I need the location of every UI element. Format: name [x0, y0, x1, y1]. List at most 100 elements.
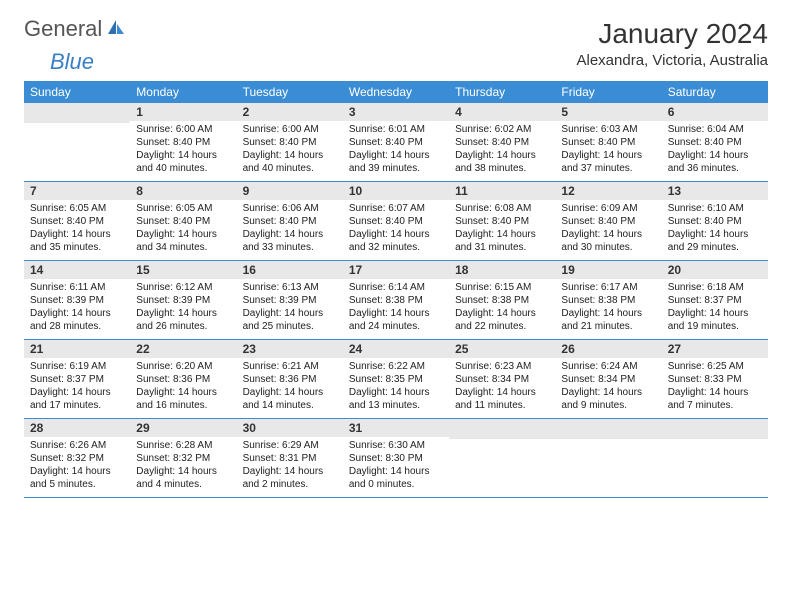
- day-body: Sunrise: 6:29 AMSunset: 8:31 PMDaylight:…: [237, 437, 343, 497]
- week-row: 21Sunrise: 6:19 AMSunset: 8:37 PMDayligh…: [24, 340, 768, 419]
- day-cell: 22Sunrise: 6:20 AMSunset: 8:36 PMDayligh…: [130, 340, 236, 418]
- daylight-text-2: and 14 minutes.: [243, 399, 337, 412]
- day-body: Sunrise: 6:07 AMSunset: 8:40 PMDaylight:…: [343, 200, 449, 260]
- day-cell: 27Sunrise: 6:25 AMSunset: 8:33 PMDayligh…: [662, 340, 768, 418]
- daylight-text-1: Daylight: 14 hours: [243, 228, 337, 241]
- daylight-text-1: Daylight: 14 hours: [455, 386, 549, 399]
- daylight-text-1: Daylight: 14 hours: [243, 465, 337, 478]
- day-cell: 23Sunrise: 6:21 AMSunset: 8:36 PMDayligh…: [237, 340, 343, 418]
- sunset-text: Sunset: 8:40 PM: [349, 215, 443, 228]
- day-body: Sunrise: 6:14 AMSunset: 8:38 PMDaylight:…: [343, 279, 449, 339]
- day-cell: 26Sunrise: 6:24 AMSunset: 8:34 PMDayligh…: [555, 340, 661, 418]
- daylight-text-2: and 7 minutes.: [668, 399, 762, 412]
- day-body: Sunrise: 6:08 AMSunset: 8:40 PMDaylight:…: [449, 200, 555, 260]
- day-cell: 2Sunrise: 6:00 AMSunset: 8:40 PMDaylight…: [237, 103, 343, 181]
- daylight-text-2: and 28 minutes.: [30, 320, 124, 333]
- daylight-text-1: Daylight: 14 hours: [30, 307, 124, 320]
- day-number: 23: [237, 340, 343, 358]
- sunrise-text: Sunrise: 6:28 AM: [136, 439, 230, 452]
- daylight-text-2: and 24 minutes.: [349, 320, 443, 333]
- daylight-text-1: Daylight: 14 hours: [30, 465, 124, 478]
- sunset-text: Sunset: 8:40 PM: [455, 215, 549, 228]
- day-number: 29: [130, 419, 236, 437]
- daylight-text-2: and 9 minutes.: [561, 399, 655, 412]
- daylight-text-1: Daylight: 14 hours: [349, 307, 443, 320]
- daylight-text-2: and 11 minutes.: [455, 399, 549, 412]
- sunrise-text: Sunrise: 6:12 AM: [136, 281, 230, 294]
- day-cell: 17Sunrise: 6:14 AMSunset: 8:38 PMDayligh…: [343, 261, 449, 339]
- day-cell: 24Sunrise: 6:22 AMSunset: 8:35 PMDayligh…: [343, 340, 449, 418]
- sunrise-text: Sunrise: 6:09 AM: [561, 202, 655, 215]
- daylight-text-1: Daylight: 14 hours: [136, 465, 230, 478]
- day-number: 27: [662, 340, 768, 358]
- sunset-text: Sunset: 8:40 PM: [136, 215, 230, 228]
- day-cell: 5Sunrise: 6:03 AMSunset: 8:40 PMDaylight…: [555, 103, 661, 181]
- daylight-text-1: Daylight: 14 hours: [561, 149, 655, 162]
- daylight-text-2: and 19 minutes.: [668, 320, 762, 333]
- sunset-text: Sunset: 8:35 PM: [349, 373, 443, 386]
- day-body: Sunrise: 6:28 AMSunset: 8:32 PMDaylight:…: [130, 437, 236, 497]
- daylight-text-1: Daylight: 14 hours: [668, 228, 762, 241]
- day-body: [662, 439, 768, 487]
- page-subtitle: Alexandra, Victoria, Australia: [577, 52, 769, 69]
- daylight-text-2: and 31 minutes.: [455, 241, 549, 254]
- daylight-text-1: Daylight: 14 hours: [455, 307, 549, 320]
- sunset-text: Sunset: 8:40 PM: [30, 215, 124, 228]
- daylight-text-1: Daylight: 14 hours: [561, 228, 655, 241]
- day-cell: 12Sunrise: 6:09 AMSunset: 8:40 PMDayligh…: [555, 182, 661, 260]
- week-row: 1Sunrise: 6:00 AMSunset: 8:40 PMDaylight…: [24, 103, 768, 182]
- sunrise-text: Sunrise: 6:01 AM: [349, 123, 443, 136]
- week-row: 14Sunrise: 6:11 AMSunset: 8:39 PMDayligh…: [24, 261, 768, 340]
- sunset-text: Sunset: 8:39 PM: [30, 294, 124, 307]
- sunrise-text: Sunrise: 6:25 AM: [668, 360, 762, 373]
- day-cell: 8Sunrise: 6:05 AMSunset: 8:40 PMDaylight…: [130, 182, 236, 260]
- sunset-text: Sunset: 8:40 PM: [668, 136, 762, 149]
- day-body: Sunrise: 6:15 AMSunset: 8:38 PMDaylight:…: [449, 279, 555, 339]
- title-block: January 2024 Alexandra, Victoria, Austra…: [577, 18, 769, 69]
- day-number: 12: [555, 182, 661, 200]
- daylight-text-2: and 40 minutes.: [136, 162, 230, 175]
- sunset-text: Sunset: 8:38 PM: [349, 294, 443, 307]
- day-number: 6: [662, 103, 768, 121]
- sunset-text: Sunset: 8:39 PM: [136, 294, 230, 307]
- day-cell: 20Sunrise: 6:18 AMSunset: 8:37 PMDayligh…: [662, 261, 768, 339]
- daylight-text-2: and 13 minutes.: [349, 399, 443, 412]
- daylight-text-1: Daylight: 14 hours: [349, 465, 443, 478]
- daylight-text-2: and 36 minutes.: [668, 162, 762, 175]
- day-number: 13: [662, 182, 768, 200]
- sunrise-text: Sunrise: 6:22 AM: [349, 360, 443, 373]
- day-cell: 25Sunrise: 6:23 AMSunset: 8:34 PMDayligh…: [449, 340, 555, 418]
- daylight-text-2: and 35 minutes.: [30, 241, 124, 254]
- day-body: Sunrise: 6:12 AMSunset: 8:39 PMDaylight:…: [130, 279, 236, 339]
- sunset-text: Sunset: 8:36 PM: [136, 373, 230, 386]
- daylight-text-2: and 21 minutes.: [561, 320, 655, 333]
- daylight-text-1: Daylight: 14 hours: [243, 386, 337, 399]
- day-cell: 3Sunrise: 6:01 AMSunset: 8:40 PMDaylight…: [343, 103, 449, 181]
- logo-word-2: Blue: [50, 51, 94, 73]
- sunrise-text: Sunrise: 6:05 AM: [30, 202, 124, 215]
- day-cell: 19Sunrise: 6:17 AMSunset: 8:38 PMDayligh…: [555, 261, 661, 339]
- daylight-text-1: Daylight: 14 hours: [561, 386, 655, 399]
- day-number: 18: [449, 261, 555, 279]
- sunrise-text: Sunrise: 6:19 AM: [30, 360, 124, 373]
- day-body: Sunrise: 6:17 AMSunset: 8:38 PMDaylight:…: [555, 279, 661, 339]
- day-body: Sunrise: 6:11 AMSunset: 8:39 PMDaylight:…: [24, 279, 130, 339]
- day-number: 11: [449, 182, 555, 200]
- sunset-text: Sunset: 8:36 PM: [243, 373, 337, 386]
- sunrise-text: Sunrise: 6:00 AM: [243, 123, 337, 136]
- week-row: 7Sunrise: 6:05 AMSunset: 8:40 PMDaylight…: [24, 182, 768, 261]
- dow-cell: Sunday: [24, 81, 130, 103]
- sunrise-text: Sunrise: 6:18 AM: [668, 281, 762, 294]
- daylight-text-2: and 4 minutes.: [136, 478, 230, 491]
- day-number: [449, 419, 555, 439]
- sunset-text: Sunset: 8:34 PM: [455, 373, 549, 386]
- sunset-text: Sunset: 8:40 PM: [136, 136, 230, 149]
- day-body: Sunrise: 6:03 AMSunset: 8:40 PMDaylight:…: [555, 121, 661, 181]
- day-body: Sunrise: 6:26 AMSunset: 8:32 PMDaylight:…: [24, 437, 130, 497]
- day-number: 26: [555, 340, 661, 358]
- day-body: Sunrise: 6:00 AMSunset: 8:40 PMDaylight:…: [130, 121, 236, 181]
- daylight-text-1: Daylight: 14 hours: [136, 307, 230, 320]
- day-cell: 15Sunrise: 6:12 AMSunset: 8:39 PMDayligh…: [130, 261, 236, 339]
- daylight-text-2: and 38 minutes.: [455, 162, 549, 175]
- sunset-text: Sunset: 8:38 PM: [455, 294, 549, 307]
